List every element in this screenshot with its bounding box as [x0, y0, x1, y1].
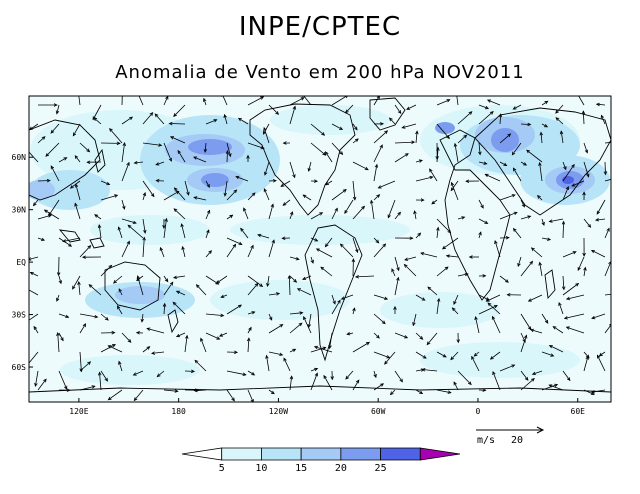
lat-label: 60S [12, 363, 27, 372]
map-axes: 60N 30N EQ 30S 60S 120E 180 120W 60W 0 60E [12, 153, 586, 416]
map-frame [28, 95, 612, 403]
colorbar-label: 20 [335, 463, 347, 474]
map-subtitle: Anomalia de Vento em 200 hPa NOV2011 [115, 62, 525, 83]
colorbar-segment [419, 447, 461, 461]
lat-label: 60N [12, 153, 27, 162]
wind-vectors [29, 96, 611, 402]
colorbar-segment [221, 447, 262, 461]
lat-label: 30S [12, 311, 27, 320]
colorbar-label: 5 [219, 463, 225, 474]
lat-label: EQ [16, 258, 26, 267]
lon-label: 180 [171, 407, 186, 416]
lon-label: 120E [69, 407, 88, 416]
reference-vector-unit: m/s [477, 435, 495, 446]
lat-label: 30N [12, 206, 27, 215]
reference-vector: m/s 20 [476, 426, 545, 446]
lon-label: 60E [571, 407, 586, 416]
page-title: INPE/CPTEC [238, 12, 402, 42]
colorbar-label: 25 [375, 463, 387, 474]
colorbar-segment [261, 447, 302, 461]
colorbar: 5 10 15 20 25 [181, 447, 461, 474]
lon-label: 0 [476, 407, 481, 416]
lon-label: 60W [371, 407, 386, 416]
lon-label: 120W [269, 407, 288, 416]
colorbar-segment [300, 447, 342, 461]
reference-vector-value: 20 [511, 435, 523, 446]
colorbar-segment [181, 447, 223, 461]
colorbar-segment [340, 447, 381, 461]
colorbar-segment [380, 447, 421, 461]
colorbar-label: 15 [295, 463, 307, 474]
colorbar-label: 10 [255, 463, 267, 474]
